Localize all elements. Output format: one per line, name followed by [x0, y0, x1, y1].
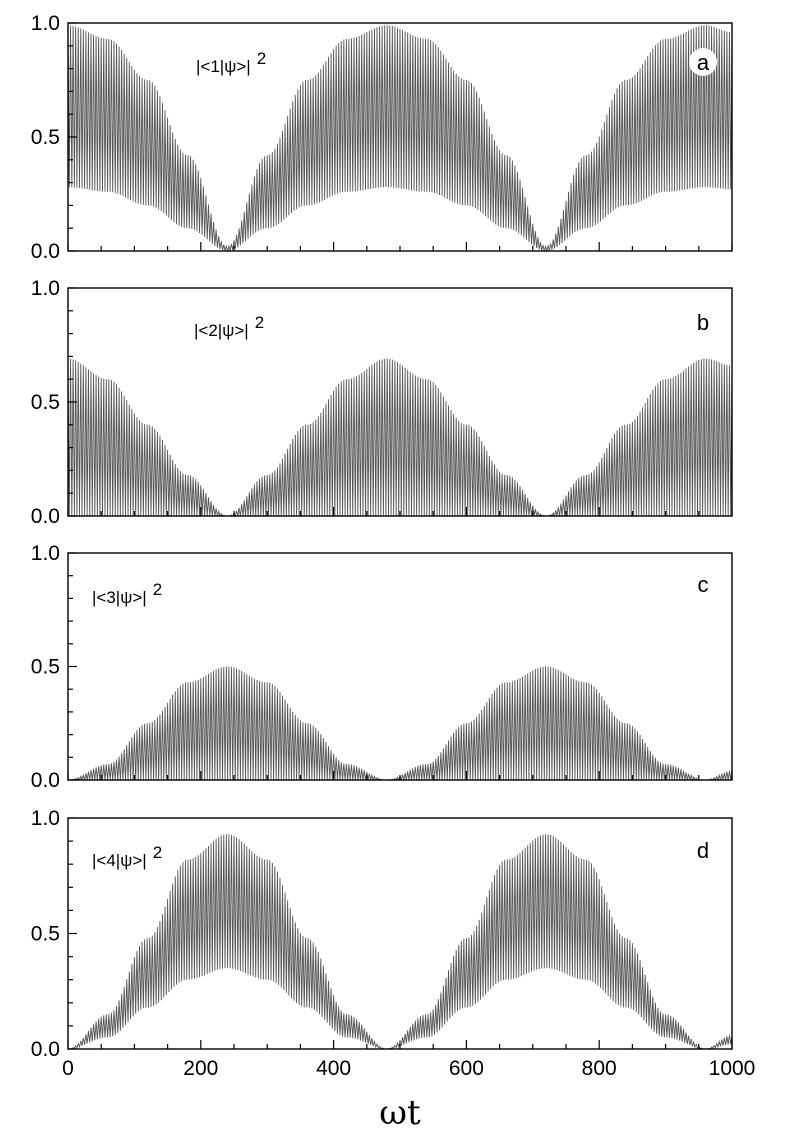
x-tick-label: 400	[316, 1057, 351, 1080]
y-tick-label: 0.5	[31, 391, 60, 414]
x-tick-label: 800	[582, 1057, 617, 1080]
panel-letter-c: c	[698, 572, 709, 597]
plot-frame-d	[67, 817, 733, 1050]
y-tick-label: 0.5	[31, 923, 60, 946]
panel-letter-badge	[689, 48, 717, 76]
panel-c: 0.0 0.5 1.0 |<3|ψ>| 2 c	[31, 542, 733, 792]
plot-frame-c	[67, 552, 733, 781]
y-tick-label: 1.0	[31, 542, 60, 565]
state-annotation-a: |<1|ψ>|	[196, 57, 251, 76]
y-tick-label: 1.0	[31, 277, 60, 300]
series-line-a	[67, 25, 733, 253]
panel-b: 0.0 0.5 1.0 |<2|ψ>| 2 b	[31, 277, 733, 528]
series-line-d	[67, 834, 733, 1050]
y-tick-label: 1.0	[31, 12, 60, 35]
y-tick-label: 0.5	[31, 126, 60, 149]
x-axis-label: ωt	[379, 1093, 421, 1133]
panel-letter-b: b	[697, 310, 709, 335]
panel-letter-a: a	[697, 50, 710, 75]
state-annotation-exponent: 2	[257, 49, 266, 68]
y-tick-label: 0.0	[31, 769, 60, 792]
panel-d: 0.0 0.5 1.0 |<4|ψ>| 2 d 0 200 400 600 800 1000 ωt	[31, 807, 756, 1133]
x-tick-label: 200	[183, 1057, 218, 1080]
state-annotation-exponent: 2	[255, 313, 264, 332]
x-tick-label: 0	[62, 1057, 74, 1080]
panel-letter-d: d	[697, 838, 709, 863]
state-annotation-exponent: 2	[153, 580, 162, 599]
state-annotation-exponent: 2	[153, 843, 162, 862]
series-line-c	[68, 666, 733, 782]
state-annotation-b: |<2|ψ>|	[194, 321, 249, 340]
y-tick-label: 0.0	[31, 505, 60, 528]
y-tick-label: 0.0	[31, 1038, 60, 1061]
x-tick-label: 600	[449, 1057, 484, 1080]
y-tick-label: 1.0	[31, 807, 60, 830]
series-line-b	[67, 358, 733, 518]
x-tick-label: 1000	[709, 1057, 756, 1080]
y-tick-label: 0.5	[31, 656, 60, 679]
y-tick-label: 0.0	[31, 240, 60, 263]
state-annotation-d: |<4|ψ>|	[92, 851, 147, 870]
panel-a: 0.0 0.5 1.0 |<1|ψ>| 2 a	[31, 12, 733, 263]
state-annotation-c: |<3|ψ>|	[92, 588, 147, 607]
